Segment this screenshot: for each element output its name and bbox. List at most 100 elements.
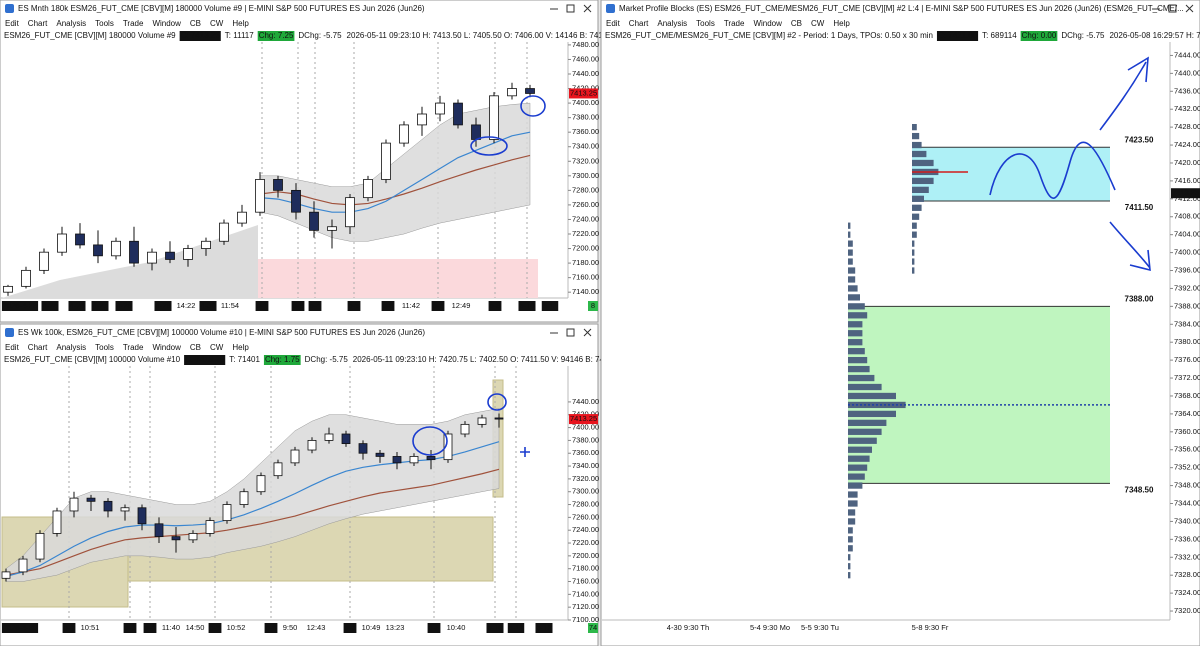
menu-item[interactable]: Trade (123, 19, 144, 28)
title-bar (602, 1, 1199, 17)
candle-body (435, 102, 445, 115)
menu-item[interactable]: Chart (28, 19, 48, 28)
info-segment: Chg: 1.75 (265, 355, 300, 364)
curve-drawing (989, 141, 1116, 199)
info-segment: 2026-05-11 09:23:10 H: 7420.75 L: 7402.5… (353, 355, 665, 364)
candle-body (375, 452, 385, 457)
time-label: 10:49 (362, 623, 381, 632)
close-button[interactable] (583, 4, 592, 13)
candle-body (443, 433, 453, 461)
info-segment: Chg: 0.00 (1022, 31, 1057, 40)
candle-body (183, 248, 193, 260)
menu-item[interactable]: Window (152, 19, 181, 28)
menu-item[interactable]: Chart (629, 19, 649, 28)
tpo-row (912, 123, 917, 131)
indicator-line (259, 131, 531, 213)
time-label: 5-4 (145, 623, 156, 632)
window: Market Profile Blocks (ES) ESM26_FUT_CME… (600, 0, 1200, 646)
menu-item[interactable]: Edit (5, 343, 20, 352)
y-tick-label: 7340.00 (572, 142, 599, 151)
candle-body (324, 433, 334, 441)
menu-item[interactable]: Tools (95, 343, 114, 352)
menu-item[interactable]: Window (152, 343, 181, 352)
time-label: 12:43 (307, 623, 326, 632)
y-tick-label: 7300.00 (572, 171, 599, 180)
maximize-button[interactable] (566, 4, 575, 13)
candle-body (21, 269, 31, 287)
time-label-bg (154, 301, 172, 311)
candle-body (255, 179, 265, 213)
info-segment: DChg: -5.75 (305, 355, 349, 364)
time-label: 5-11 (509, 623, 523, 632)
time-label-bg (62, 623, 76, 633)
window-icon (606, 4, 615, 13)
candle-body (205, 520, 215, 534)
window-title: ES Mnth 180k ESM26_FUT_CME [CBV][M] 1800… (18, 4, 425, 13)
menu-item[interactable]: Trade (123, 343, 144, 352)
tpo-row (848, 294, 860, 301)
y-tick-label: 7368.00 (1174, 391, 1200, 400)
y-tick-label: 7400.00 (572, 98, 599, 107)
menu-item[interactable]: CB (190, 19, 201, 28)
candle-body (171, 536, 181, 541)
time-label-bg (1, 301, 39, 311)
time-label-bg (123, 623, 137, 633)
menu-item[interactable]: Tools (95, 19, 114, 28)
menu-item[interactable]: CB (190, 343, 201, 352)
time-label: 5-5 (349, 301, 360, 310)
time-label: 5-4 (310, 301, 321, 310)
menu-item[interactable]: Edit (606, 19, 621, 28)
menu-item[interactable]: Help (232, 343, 249, 352)
close-button[interactable] (583, 328, 592, 337)
y-tick-label: 7356.00 (1174, 445, 1200, 454)
zone (258, 259, 538, 298)
last-price-badge (569, 88, 598, 99)
menu-item[interactable]: Trade (724, 19, 745, 28)
maximize-button[interactable] (566, 328, 575, 337)
plot-area: 7320.00 7324.00 7328.00 7332.00 7336.00 7340.… (602, 42, 1200, 632)
menu-item[interactable]: Window (753, 19, 782, 28)
y-tick-label: 7348.00 (1174, 481, 1200, 490)
menu-item[interactable]: Analysis (657, 19, 687, 28)
menu-item[interactable]: CB (791, 19, 802, 28)
time-label-bg (41, 301, 59, 311)
candle-body (345, 197, 355, 228)
y-tick-label: 7372.00 (1174, 373, 1200, 382)
maximize-button[interactable] (1168, 4, 1177, 13)
candle-body (165, 251, 175, 260)
close-button[interactable] (1185, 4, 1194, 13)
value-area-label: 7411.50 (1125, 203, 1154, 212)
menu-item[interactable]: Help (232, 19, 249, 28)
arrow-drawing (1099, 56, 1149, 131)
y-tick-label: 7340.00 (1174, 516, 1200, 525)
tpo-row (848, 410, 896, 418)
y-tick-label: 7260.00 (572, 200, 599, 209)
crosshair (520, 447, 530, 457)
time-label: 5-7 (345, 623, 356, 632)
tpo-row (848, 303, 865, 310)
value-area-label: 7388.00 (1125, 294, 1154, 303)
candle-body (103, 500, 113, 512)
last-price-badge (569, 414, 598, 425)
time-label: 5-8 (429, 623, 440, 632)
y-tick-label: 7428.00 (1174, 122, 1200, 131)
menu-item[interactable]: CW (210, 343, 224, 352)
band-area (5, 408, 500, 582)
menu-item[interactable]: Help (833, 19, 850, 28)
menu-item[interactable]: CW (210, 19, 224, 28)
candle-body (426, 456, 436, 461)
menu-item[interactable]: Analysis (56, 343, 86, 352)
tpo-row (848, 509, 856, 516)
menu-item[interactable]: Chart (28, 343, 48, 352)
title-bar (1, 325, 597, 341)
tpo-row (912, 195, 924, 202)
candle-body (409, 456, 419, 464)
candle-body (129, 240, 139, 264)
menu-item[interactable]: Analysis (56, 19, 86, 28)
menu-item[interactable]: Edit (5, 19, 20, 28)
tpo-row (848, 545, 853, 552)
menu-item[interactable]: CW (811, 19, 825, 28)
info-segment: C: 7413.25 (185, 355, 225, 364)
menu-item[interactable]: Tools (696, 19, 715, 28)
candle-body (39, 251, 49, 271)
